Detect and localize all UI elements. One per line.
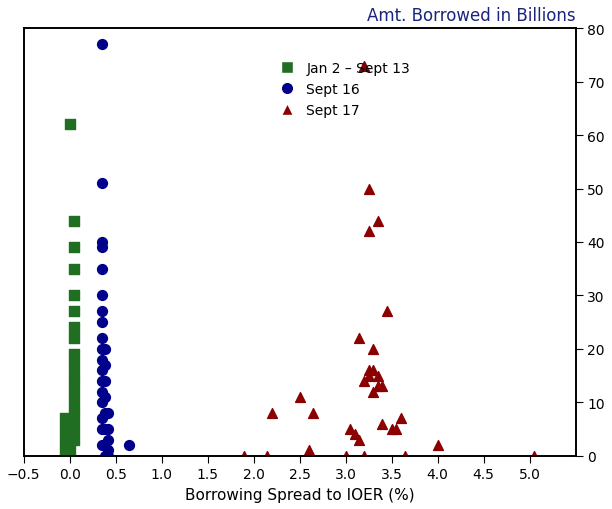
- Jan 2 – Sept 13: [69, 324, 79, 332]
- X-axis label: Borrowing Spread to IOER (%): Borrowing Spread to IOER (%): [185, 487, 414, 502]
- Jan 2 – Sept 13: [69, 292, 79, 300]
- Jan 2 – Sept 13: [69, 334, 79, 343]
- Sept 17: [359, 377, 369, 385]
- Sept 16: [97, 292, 106, 300]
- Sept 16: [125, 441, 135, 449]
- Sept 16: [97, 356, 106, 364]
- Jan 2 – Sept 13: [65, 441, 75, 449]
- Sept 17: [400, 451, 410, 460]
- Sept 17: [364, 366, 373, 375]
- Sept 16: [97, 345, 106, 353]
- Jan 2 – Sept 13: [65, 121, 75, 129]
- Jan 2 – Sept 13: [69, 404, 79, 412]
- Sept 17: [359, 63, 369, 71]
- Jan 2 – Sept 13: [69, 372, 79, 380]
- Sept 17: [391, 425, 401, 433]
- Sept 16: [97, 238, 106, 246]
- Sept 17: [364, 185, 373, 193]
- Sept 16: [100, 377, 110, 385]
- Sept 16: [97, 308, 106, 316]
- Jan 2 – Sept 13: [65, 451, 75, 460]
- Jan 2 – Sept 13: [65, 431, 75, 439]
- Sept 17: [345, 425, 355, 433]
- Sept 16: [103, 451, 113, 460]
- Sept 17: [433, 441, 442, 449]
- Sept 16: [97, 180, 106, 188]
- Jan 2 – Sept 13: [60, 425, 70, 433]
- Sept 16: [97, 244, 106, 252]
- Sept 17: [373, 217, 382, 225]
- Jan 2 – Sept 13: [69, 350, 79, 358]
- Sept 17: [382, 308, 392, 316]
- Sept 16: [97, 319, 106, 327]
- Sept 17: [263, 451, 272, 460]
- Sept 17: [373, 372, 382, 380]
- Sept 16: [103, 436, 113, 444]
- Jan 2 – Sept 13: [69, 308, 79, 316]
- Sept 16: [97, 41, 106, 49]
- Sept 17: [308, 409, 318, 417]
- Sept 17: [378, 382, 387, 390]
- Sept 17: [368, 366, 378, 375]
- Sept 16: [100, 361, 110, 369]
- Sept 16: [100, 441, 110, 449]
- Sept 16: [100, 393, 110, 401]
- Text: Amt. Borrowed in Billions: Amt. Borrowed in Billions: [367, 7, 576, 25]
- Sept 16: [103, 446, 113, 455]
- Sept 17: [364, 372, 373, 380]
- Jan 2 – Sept 13: [60, 436, 70, 444]
- Sept 17: [373, 382, 382, 390]
- Jan 2 – Sept 13: [69, 265, 79, 273]
- Sept 16: [97, 334, 106, 343]
- Sept 17: [368, 345, 378, 353]
- Sept 17: [267, 409, 277, 417]
- Sept 16: [97, 441, 106, 449]
- Sept 17: [396, 414, 406, 422]
- Sept 17: [304, 446, 314, 455]
- Jan 2 – Sept 13: [69, 382, 79, 390]
- Sept 17: [364, 228, 373, 236]
- Jan 2 – Sept 13: [69, 244, 79, 252]
- Sept 17: [350, 431, 360, 439]
- Sept 17: [359, 451, 369, 460]
- Sept 17: [354, 436, 364, 444]
- Sept 16: [97, 414, 106, 422]
- Jan 2 – Sept 13: [69, 217, 79, 225]
- Sept 17: [239, 451, 249, 460]
- Legend: Jan 2 – Sept 13, Sept 16, Sept 17: Jan 2 – Sept 13, Sept 16, Sept 17: [269, 58, 414, 122]
- Sept 16: [97, 388, 106, 396]
- Sept 17: [368, 388, 378, 396]
- Jan 2 – Sept 13: [69, 436, 79, 444]
- Sept 17: [354, 334, 364, 343]
- Sept 16: [103, 425, 113, 433]
- Sept 16: [97, 377, 106, 385]
- Sept 16: [97, 399, 106, 407]
- Jan 2 – Sept 13: [60, 414, 70, 422]
- Sept 17: [341, 451, 351, 460]
- Sept 17: [387, 425, 397, 433]
- Jan 2 – Sept 13: [60, 446, 70, 455]
- Sept 17: [529, 451, 539, 460]
- Sept 16: [100, 409, 110, 417]
- Sept 16: [97, 265, 106, 273]
- Sept 16: [100, 451, 110, 460]
- Jan 2 – Sept 13: [69, 425, 79, 433]
- Sept 16: [103, 409, 113, 417]
- Sept 16: [100, 345, 110, 353]
- Sept 16: [100, 425, 110, 433]
- Jan 2 – Sept 13: [69, 414, 79, 422]
- Jan 2 – Sept 13: [69, 361, 79, 369]
- Sept 16: [97, 425, 106, 433]
- Sept 17: [378, 420, 387, 428]
- Sept 16: [97, 366, 106, 375]
- Jan 2 – Sept 13: [69, 393, 79, 401]
- Sept 17: [295, 393, 305, 401]
